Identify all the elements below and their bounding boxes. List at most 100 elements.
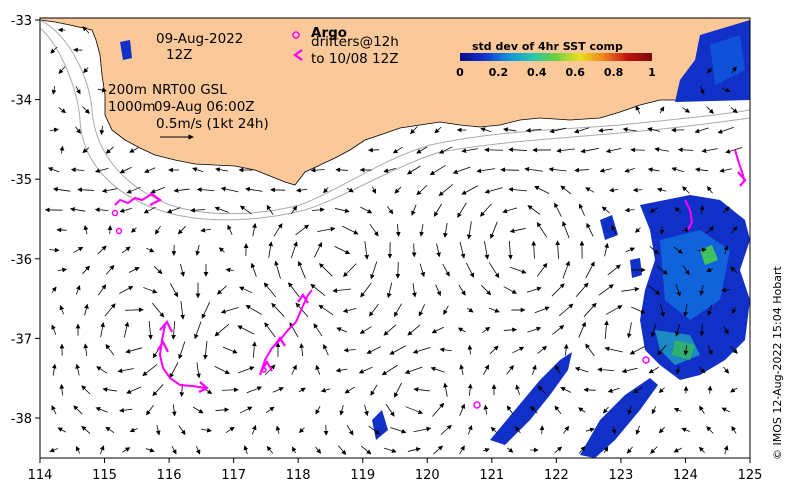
- current-vector: [555, 240, 561, 260]
- current-vector: [335, 167, 348, 173]
- current-vector: [730, 107, 738, 114]
- current-vector: [625, 247, 636, 253]
- x-tick-label: 119: [350, 468, 375, 483]
- current-vector: [699, 205, 705, 215]
- current-vector: [509, 228, 526, 234]
- current-vector: [266, 445, 274, 454]
- current-vector: [359, 326, 372, 334]
- current-vector: [143, 206, 156, 214]
- current-vector: [443, 222, 448, 238]
- current-vector: [214, 366, 230, 374]
- current-vector: [647, 167, 660, 173]
- current-vector: [51, 85, 57, 95]
- current-vector: [682, 186, 690, 194]
- current-vector: [683, 303, 689, 317]
- current-vector: [82, 26, 90, 34]
- current-vector: [360, 445, 372, 455]
- current-vector: [682, 265, 690, 276]
- current-vector: [124, 307, 144, 313]
- current-vector: [129, 147, 139, 153]
- current-vector: [677, 147, 694, 153]
- current-vector: [57, 427, 66, 433]
- current-vector: [171, 320, 176, 340]
- current-vector: [151, 302, 165, 318]
- current-vector: [598, 284, 614, 296]
- current-vector: [413, 387, 430, 392]
- current-vector: [515, 384, 520, 395]
- current-vector: [238, 366, 255, 374]
- current-vector: [394, 382, 402, 398]
- current-vector: [214, 323, 230, 337]
- current-vector: [578, 445, 586, 454]
- current-vector: [323, 187, 329, 194]
- current-vector: [83, 225, 89, 235]
- current-vector: [438, 184, 454, 197]
- current-vector: [97, 284, 107, 296]
- current-vector: [429, 164, 446, 176]
- current-vector: [73, 246, 84, 254]
- current-vector: [148, 321, 153, 340]
- current-vector: [560, 387, 572, 393]
- current-vector: [537, 385, 547, 395]
- current-vector: [555, 365, 561, 375]
- y-tick-label: -36: [11, 253, 32, 268]
- current-vector: [503, 327, 517, 333]
- current-vector: [383, 324, 397, 336]
- current-vector: [291, 205, 298, 215]
- drifters-label: drifters@12h: [311, 34, 399, 50]
- current-vector: [419, 223, 425, 237]
- current-vector: [683, 345, 689, 356]
- current-vector: [508, 240, 513, 260]
- current-vector: [319, 263, 333, 277]
- current-vector: [201, 301, 211, 319]
- current-vector: [97, 245, 107, 255]
- current-vector: [707, 66, 713, 74]
- current-vector: [604, 346, 623, 353]
- current-vector: [732, 306, 737, 314]
- current-vector: [268, 241, 274, 258]
- current-vector: [512, 346, 525, 354]
- current-vector: [386, 282, 393, 299]
- current-vector: [218, 247, 225, 253]
- current-vector: [598, 127, 614, 133]
- current-vector: [237, 325, 255, 335]
- current-vector: [488, 262, 500, 279]
- current-vector: [624, 167, 635, 173]
- current-vector: [730, 346, 738, 354]
- current-vector: [489, 221, 498, 239]
- current-vector: [439, 347, 452, 353]
- current-vector: [119, 166, 132, 174]
- current-vector: [633, 386, 643, 394]
- current-vector: [94, 167, 109, 173]
- current-vector: [94, 207, 109, 213]
- current-vector: [601, 206, 610, 214]
- current-vector: [457, 202, 467, 218]
- current-vector: [251, 341, 257, 358]
- current-vector: [221, 387, 239, 393]
- current-vector: [239, 286, 253, 294]
- current-vector: [178, 425, 186, 436]
- current-vector: [459, 364, 465, 376]
- current-vector: [59, 305, 65, 315]
- current-vector: [675, 366, 681, 375]
- current-vector: [597, 367, 615, 373]
- current-vector: [706, 106, 714, 114]
- current-vector: [603, 406, 609, 414]
- current-vector: [117, 368, 134, 374]
- current-vector: [239, 406, 253, 414]
- current-vector: [263, 282, 277, 298]
- y-tick-label: -33: [11, 14, 32, 29]
- current-vector: [707, 186, 713, 194]
- current-vector: [659, 226, 665, 235]
- current-vector: [69, 207, 86, 212]
- current-vector: [73, 405, 83, 415]
- current-vector: [385, 403, 395, 417]
- current-vector: [311, 207, 325, 213]
- current-vector: [152, 384, 164, 397]
- current-vector: [196, 187, 215, 193]
- current-vector: [332, 288, 351, 293]
- current-vector: [563, 425, 570, 434]
- current-vector: [366, 346, 381, 354]
- current-vector: [459, 241, 466, 259]
